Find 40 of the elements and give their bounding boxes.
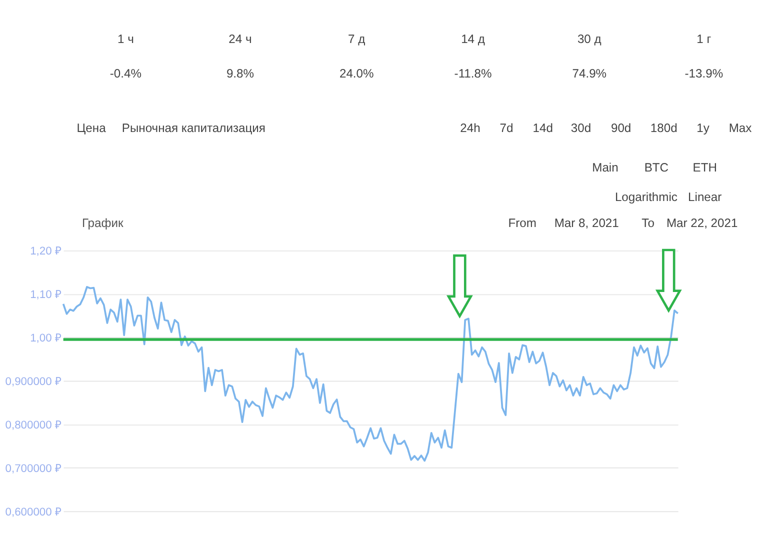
text: -13.9% bbox=[684, 66, 724, 80]
text: To bbox=[642, 216, 655, 230]
text: Logarithmic bbox=[614, 190, 678, 204]
text: -0.4% bbox=[110, 66, 142, 80]
y-tick-label: 1,20 ₽ bbox=[30, 246, 62, 258]
y-tick-label: 1,10 ₽ bbox=[30, 289, 62, 302]
text: ETH bbox=[692, 160, 717, 174]
text: 14d bbox=[532, 121, 553, 136]
text: 30d bbox=[570, 121, 592, 136]
line-series bbox=[62, 286, 679, 462]
text: Цена bbox=[76, 121, 106, 136]
text: Рыночная капитализация bbox=[122, 121, 266, 136]
text: Mar 8, 2021 bbox=[554, 216, 620, 230]
text: BTC bbox=[644, 160, 669, 174]
text: From bbox=[508, 216, 536, 230]
text: 1 г bbox=[696, 32, 712, 46]
text: 180d bbox=[650, 121, 678, 136]
text: Max bbox=[728, 121, 752, 136]
text: -11.8% bbox=[454, 66, 492, 80]
text: 90d bbox=[610, 121, 632, 136]
y-tick-label: 0,600000 ₽ bbox=[5, 506, 62, 518]
text: 24.0% bbox=[339, 66, 374, 80]
chart-title: График bbox=[82, 216, 124, 230]
y-tick-label: 0,800000 ₽ bbox=[5, 419, 62, 432]
text: 74.9% bbox=[572, 66, 607, 80]
text: 1 ч bbox=[118, 32, 134, 46]
text: Linear bbox=[688, 190, 722, 204]
y-tick-label: 0,700000 ₽ bbox=[5, 462, 62, 475]
text: 1y bbox=[696, 121, 710, 136]
y-tick-label: 0,900000 ₽ bbox=[5, 376, 62, 388]
text: Mar 22, 2021 bbox=[666, 216, 738, 230]
text: 30 д bbox=[577, 32, 602, 46]
y-tick-label: 1,00 ₽ bbox=[30, 332, 62, 345]
text: 7d bbox=[500, 121, 514, 136]
text: 24h bbox=[460, 121, 480, 136]
text: 7 д bbox=[348, 32, 366, 46]
text: 9.8% bbox=[226, 66, 254, 80]
text: 24 ч bbox=[228, 32, 252, 46]
text: Main bbox=[592, 160, 618, 174]
text: 14 д bbox=[461, 32, 485, 46]
